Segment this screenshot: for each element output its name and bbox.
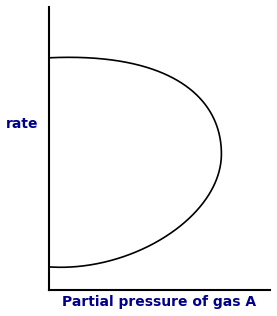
X-axis label: Partial pressure of gas A: Partial pressure of gas A <box>62 295 257 309</box>
Y-axis label: rate: rate <box>6 117 39 131</box>
